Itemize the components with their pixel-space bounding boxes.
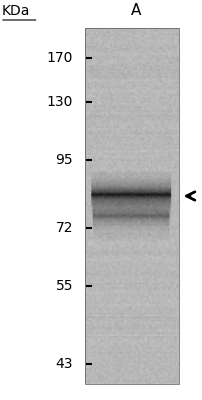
Text: 43: 43 [55,357,73,371]
Text: KDa: KDa [2,4,30,18]
Text: 95: 95 [55,153,73,167]
Text: 170: 170 [46,51,73,65]
Text: A: A [130,3,141,18]
Text: 72: 72 [55,221,73,235]
Text: 130: 130 [46,95,73,109]
Bar [85,28,178,384]
Text: 55: 55 [55,279,73,293]
